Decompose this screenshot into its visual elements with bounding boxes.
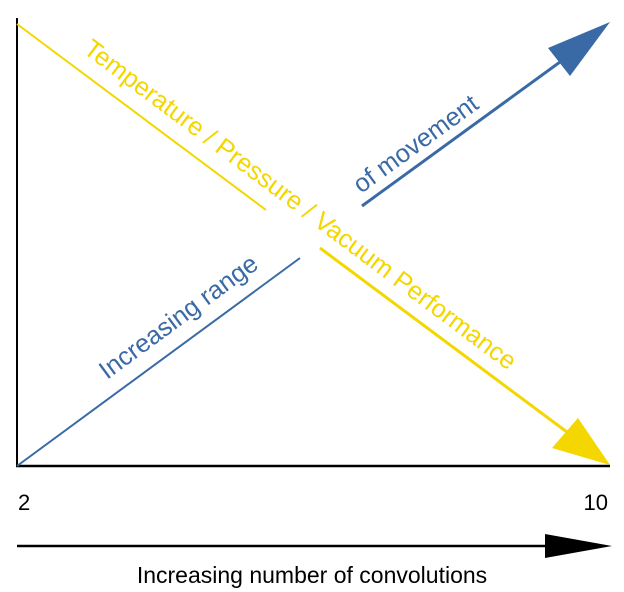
x-axis-label: Increasing number of convolutions xyxy=(137,562,487,588)
movement-line-lower xyxy=(16,257,301,467)
convolutions-arrowhead xyxy=(545,534,612,558)
temperature-line-lower xyxy=(319,246,576,440)
movement-arrowhead xyxy=(548,22,610,76)
movement-line-upper xyxy=(361,60,561,208)
tick-label-max: 10 xyxy=(584,490,608,515)
movement-arrow xyxy=(16,22,610,467)
movement-label-part2: of movement xyxy=(348,90,484,199)
tick-label-min: 2 xyxy=(18,490,30,515)
temperature-line-upper xyxy=(16,23,267,211)
temperature-arrow xyxy=(16,23,610,465)
movement-label-part1: Increasing range xyxy=(94,250,264,385)
convolutions-direction-arrow xyxy=(17,534,612,558)
temperature-arrowhead xyxy=(552,418,610,465)
